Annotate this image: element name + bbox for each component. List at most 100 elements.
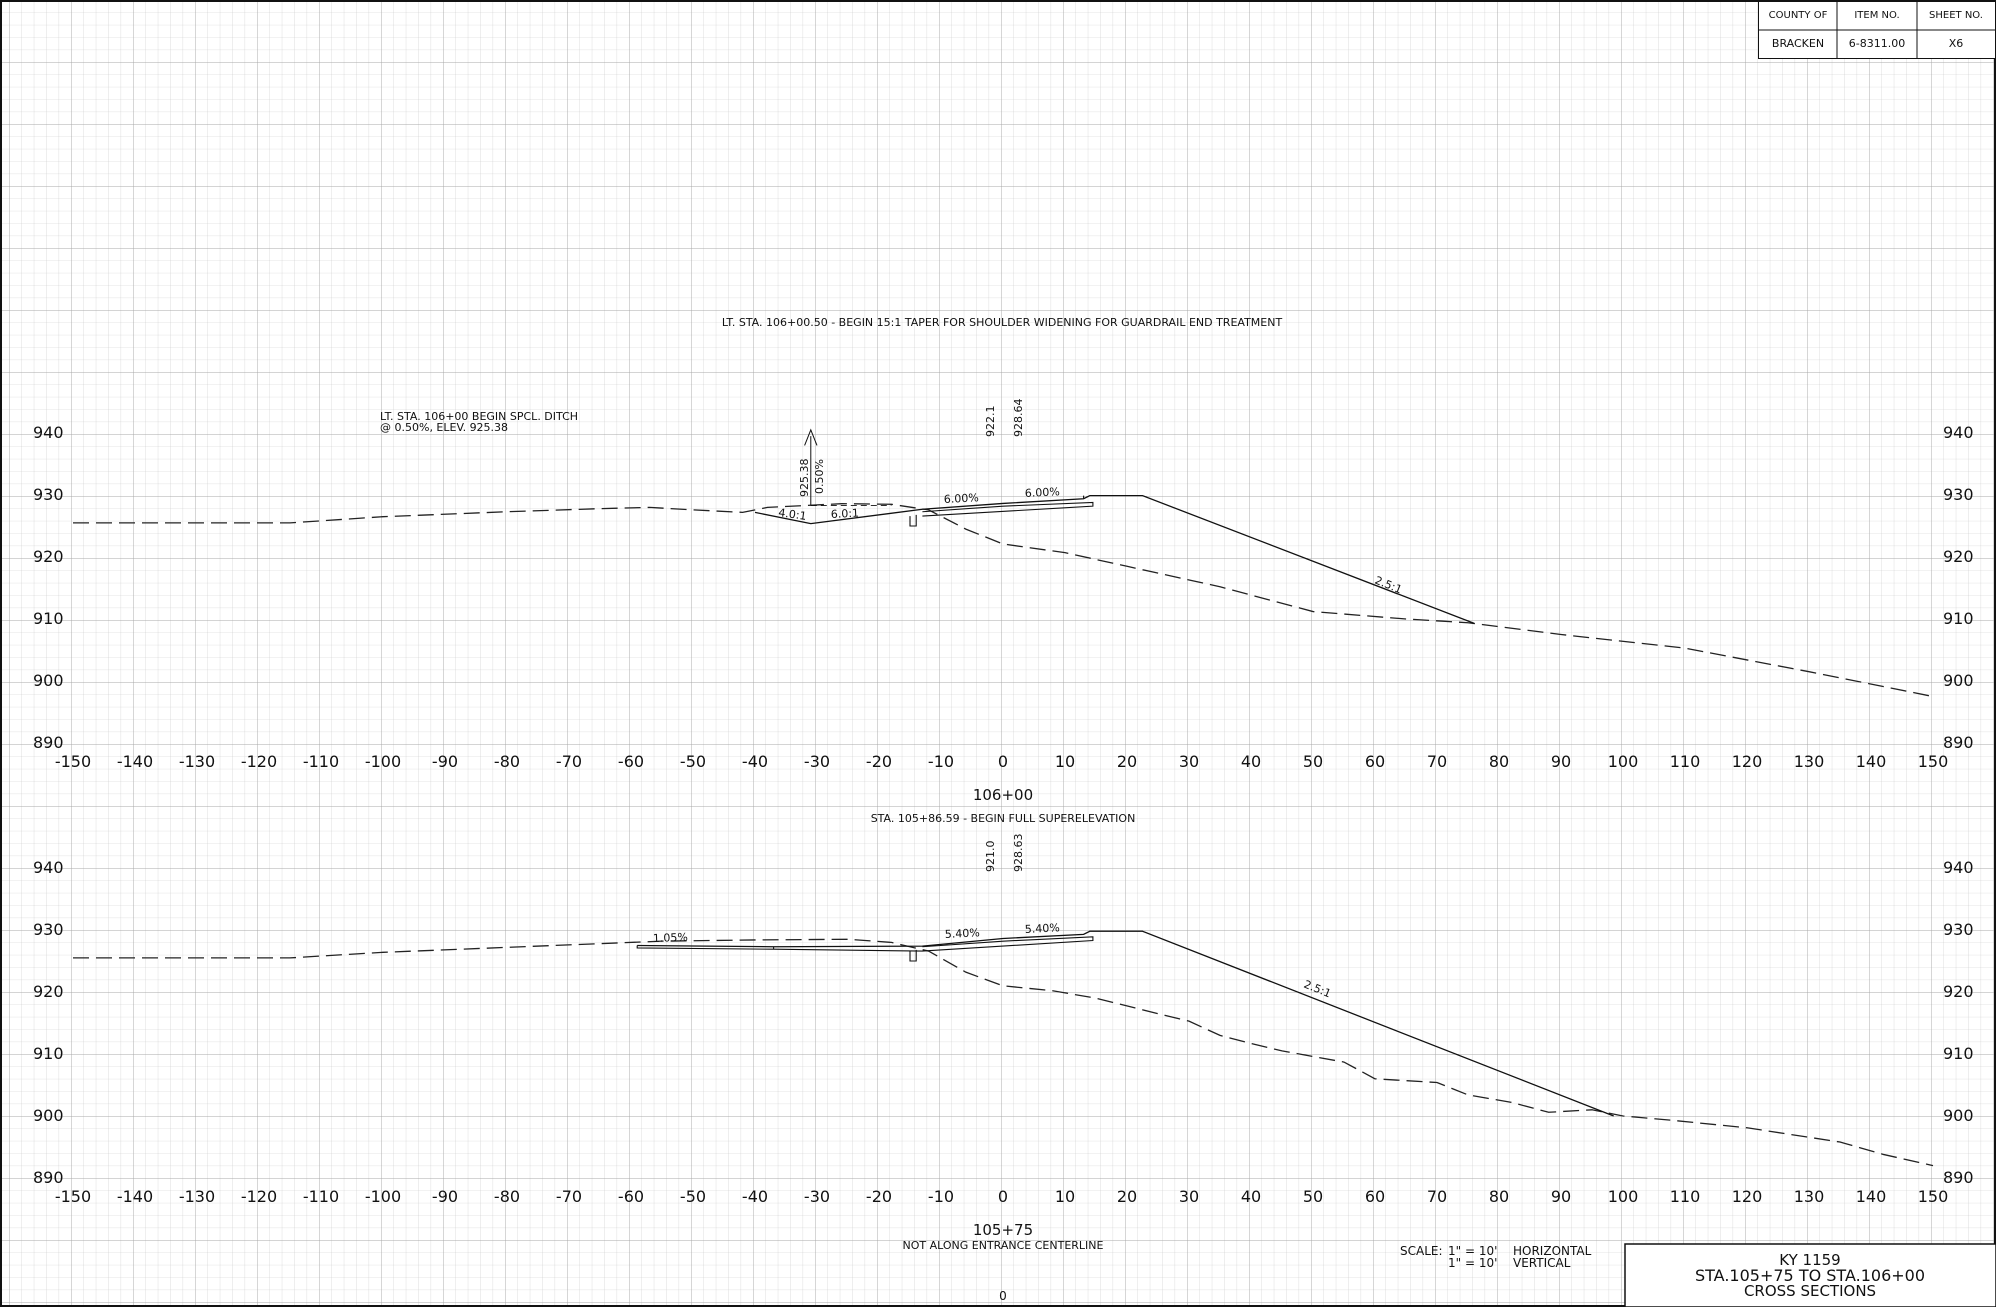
offset-label: -40 xyxy=(742,1187,768,1206)
elevation-label-right: 890 xyxy=(1943,1168,1974,1187)
offset-label: -140 xyxy=(117,752,153,771)
offset-label: 10 xyxy=(1055,1187,1075,1206)
offset-label: -150 xyxy=(55,1187,91,1206)
offset-label: -10 xyxy=(928,752,954,771)
offset-label: -90 xyxy=(432,752,458,771)
elevation-label-right: 890 xyxy=(1943,733,1974,752)
ditch-grade-arrow-head xyxy=(804,428,818,446)
sheet-title-description: CROSS SECTIONS xyxy=(1744,1282,1876,1300)
ditch-note-line1: LT. STA. 106+00 BEGIN SPCL. DITCH xyxy=(380,410,578,423)
taper-note: LT. STA. 106+00.50 - BEGIN 15:1 TAPER FO… xyxy=(722,316,1283,329)
elevation-label-left: 940 xyxy=(33,858,64,877)
offset-label: 0 xyxy=(998,1187,1008,1206)
scale-vertical-value: 1" = 10' xyxy=(1448,1256,1497,1270)
offset-label: 30 xyxy=(1179,1187,1199,1206)
offset-label: -20 xyxy=(866,1187,892,1206)
elevation-label-left: 900 xyxy=(33,1106,64,1125)
sheet-title-route: KY 1159 xyxy=(1779,1251,1840,1269)
offset-label: -120 xyxy=(241,752,277,771)
title-block-lines xyxy=(1759,2,1995,58)
lower-lane-slope-right: 5.40% xyxy=(1024,921,1060,936)
lower-pavement-layer xyxy=(636,936,1094,952)
offset-label: 130 xyxy=(1794,1187,1825,1206)
elevation-label-left: 920 xyxy=(33,547,64,566)
elevation-label-right: 930 xyxy=(1943,920,1974,939)
county-value: BRACKEN xyxy=(1771,37,1825,50)
scale-horizontal-label: HORIZONTAL xyxy=(1513,1244,1592,1258)
offset-label: 100 xyxy=(1608,1187,1639,1206)
county-header: COUNTY OF xyxy=(1768,10,1828,21)
sheet-title-block xyxy=(1624,1243,1996,1308)
offset-label: -110 xyxy=(303,1187,339,1206)
offset-label: 120 xyxy=(1732,752,1763,771)
elevation-label-right: 930 xyxy=(1943,485,1974,504)
elevation-label-left: 930 xyxy=(33,920,64,939)
scale-vertical-label: VERTICAL xyxy=(1513,1256,1571,1270)
elevation-label-left: 890 xyxy=(33,733,64,752)
offset-label: 40 xyxy=(1241,1187,1261,1206)
elevation-label-right: 900 xyxy=(1943,1106,1974,1125)
offset-label: 40 xyxy=(1241,752,1261,771)
sheet-value: X6 xyxy=(1948,37,1964,50)
elevation-label-right: 910 xyxy=(1943,1044,1974,1063)
offset-label: 70 xyxy=(1427,752,1447,771)
offset-label: 80 xyxy=(1489,1187,1509,1206)
offset-label: -120 xyxy=(241,1187,277,1206)
superelevation-note: STA. 105+86.59 - BEGIN FULL SUPERELEVATI… xyxy=(871,812,1136,825)
offset-label: 110 xyxy=(1670,752,1701,771)
offset-label: -70 xyxy=(556,1187,582,1206)
page-number: 0 xyxy=(999,1289,1007,1303)
upper-station-label: 106+00 xyxy=(973,786,1033,804)
offset-label: -70 xyxy=(556,752,582,771)
offset-label: 10 xyxy=(1055,752,1075,771)
centerline-note: NOT ALONG ENTRANCE CENTERLINE xyxy=(903,1239,1104,1252)
offset-label: 150 xyxy=(1918,752,1949,771)
offset-label: -110 xyxy=(303,752,339,771)
offset-label: 90 xyxy=(1551,1187,1571,1206)
offset-label: 20 xyxy=(1117,1187,1137,1206)
slope-6-to-1-label: 6.0:1 xyxy=(830,507,859,521)
offset-label: -80 xyxy=(494,752,520,771)
offset-label: -50 xyxy=(680,1187,706,1206)
offset-label: 140 xyxy=(1856,752,1887,771)
slope-4-to-1-label: 4.0:1 xyxy=(778,506,808,523)
offset-label: -10 xyxy=(928,1187,954,1206)
offset-label: -30 xyxy=(804,752,830,771)
upper-existing-elevation: 922.1 xyxy=(984,406,997,438)
offset-label: -50 xyxy=(680,752,706,771)
item-value: 6-8311.00 xyxy=(1848,37,1906,50)
sheet-header: SHEET NO. xyxy=(1929,10,1983,21)
upper-pavement-layer xyxy=(922,501,1094,517)
scale-horizontal-value: 1" = 10' xyxy=(1448,1244,1497,1258)
lower-existing-ground xyxy=(73,938,1934,1167)
upper-lane-slope-left: 6.00% xyxy=(943,491,979,506)
county-item-sheet-block: COUNTY OF ITEM NO. SHEET NO. BRACKEN 6-8… xyxy=(1758,1,1996,59)
offset-label: -140 xyxy=(117,1187,153,1206)
item-header: ITEM NO. xyxy=(1854,10,1900,21)
elevation-label-left: 890 xyxy=(33,1168,64,1187)
lower-proposed-template xyxy=(637,930,1614,1117)
offset-label: -60 xyxy=(618,752,644,771)
offset-label: 90 xyxy=(1551,752,1571,771)
upper-proposed-template xyxy=(754,494,1475,624)
ditch-grade-label: 0.50% xyxy=(813,459,826,494)
lower-lane-slope-left: 5.40% xyxy=(944,926,980,941)
offset-label: -150 xyxy=(55,752,91,771)
offset-label: -20 xyxy=(866,752,892,771)
entrance-slope-label: 1.05% xyxy=(653,931,688,945)
offset-label: -90 xyxy=(432,1187,458,1206)
elevation-label-right: 910 xyxy=(1943,609,1974,628)
offset-label: 30 xyxy=(1179,752,1199,771)
offset-label: -40 xyxy=(742,752,768,771)
elevation-label-left: 900 xyxy=(33,671,64,690)
upper-proposed-elevation: 928.64 xyxy=(1012,399,1025,438)
offset-label: -80 xyxy=(494,1187,520,1206)
offset-label: 150 xyxy=(1918,1187,1949,1206)
offset-label: -130 xyxy=(179,752,215,771)
offset-label: -100 xyxy=(365,1187,401,1206)
offset-label: 20 xyxy=(1117,752,1137,771)
